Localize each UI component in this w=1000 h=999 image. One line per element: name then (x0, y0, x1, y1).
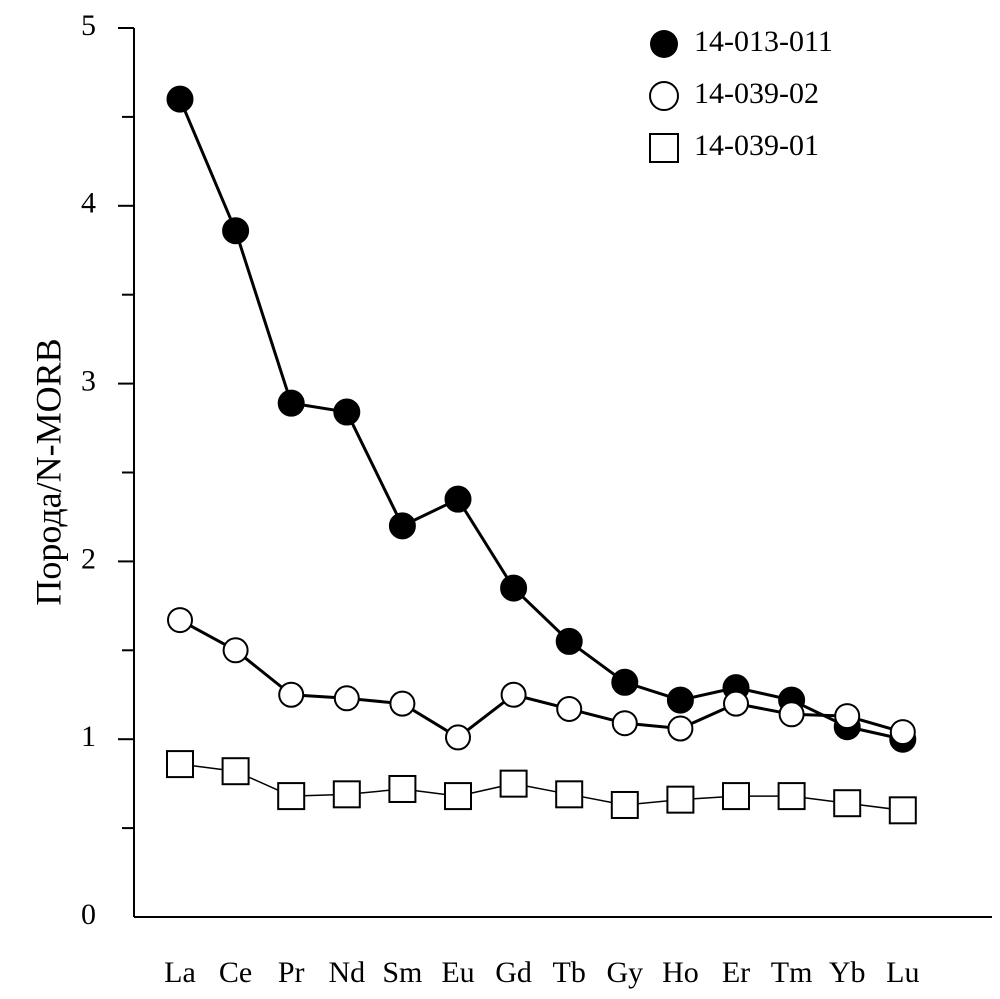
data-point (277, 389, 305, 417)
data-point (666, 785, 695, 814)
x-tick-label: Yb (829, 956, 866, 989)
x-tick-label: Er (722, 956, 750, 989)
x-tick-labels: La Ce Pr Nd Sm Eu Gd Tb Gy Ho Er Tm Yb Lu (164, 956, 919, 989)
data-point (222, 637, 249, 664)
data-point (500, 574, 528, 602)
data-point (388, 512, 416, 540)
data-point (555, 780, 584, 809)
legend-label: 14-039-01 (694, 129, 819, 162)
y-tick-label: 4 (81, 187, 96, 220)
data-point (833, 789, 862, 818)
legend-marker-filled-circle (650, 30, 678, 58)
y-tick-label: 3 (81, 364, 96, 397)
series-14-039-02 (167, 607, 916, 751)
data-point (777, 782, 806, 811)
legend: 14-013-011 14-039-02 14-039-01 (649, 25, 833, 163)
series-14-013-011 (166, 85, 917, 753)
data-point (278, 681, 305, 708)
data-point (666, 686, 694, 714)
data-point (221, 757, 250, 786)
data-point (722, 782, 750, 811)
data-point (667, 715, 694, 742)
y-ticks: 0 1 2 3 4 5 (81, 9, 134, 931)
x-tick-label: La (164, 956, 196, 989)
data-point (888, 796, 917, 825)
data-point (222, 217, 250, 245)
series-14-039-01 (166, 750, 917, 825)
x-tick-label: Tm (771, 956, 813, 989)
x-tick-label: Gy (606, 956, 643, 989)
data-point (723, 690, 749, 717)
series-layer (166, 85, 917, 825)
legend-label: 14-039-02 (694, 77, 819, 110)
x-tick-label: Ho (662, 956, 699, 989)
x-tick-label: Tb (553, 956, 586, 989)
data-point (388, 774, 417, 803)
data-point (167, 607, 193, 634)
data-point (166, 750, 194, 779)
data-point (445, 724, 471, 751)
data-point (389, 690, 416, 717)
data-point (333, 398, 361, 426)
y-tick-label: 5 (81, 9, 96, 42)
data-point (333, 685, 360, 712)
data-point (555, 627, 583, 655)
legend-label: 14-013-011 (694, 25, 833, 58)
x-tick-label: Nd (328, 956, 365, 989)
data-point (277, 782, 306, 811)
data-point (500, 681, 527, 708)
y-tick-label: 0 (81, 898, 96, 931)
data-point (556, 695, 583, 722)
legend-marker-open-circle (649, 81, 679, 111)
data-point (499, 769, 528, 798)
y-tick-label: 2 (81, 542, 96, 575)
data-point (611, 668, 639, 696)
data-point (889, 719, 916, 746)
data-point (778, 701, 805, 728)
x-tick-label: Ce (219, 956, 252, 989)
data-point (444, 782, 472, 811)
x-tick-label: Gd (495, 956, 532, 989)
x-tick-label: Pr (278, 956, 305, 989)
legend-marker-open-square (649, 133, 679, 163)
data-point (166, 85, 194, 113)
x-tick-label: Lu (886, 956, 919, 989)
y-tick-label: 1 (81, 720, 96, 753)
series-line (178, 98, 904, 741)
y-axis-title: Порода/N-MORB (28, 338, 68, 605)
data-point (332, 780, 361, 809)
x-tick-label: Sm (382, 956, 422, 989)
data-point (834, 703, 861, 730)
data-point (610, 790, 639, 819)
data-point (611, 710, 638, 737)
data-point (444, 485, 472, 513)
x-tick-label: Eu (441, 956, 474, 989)
